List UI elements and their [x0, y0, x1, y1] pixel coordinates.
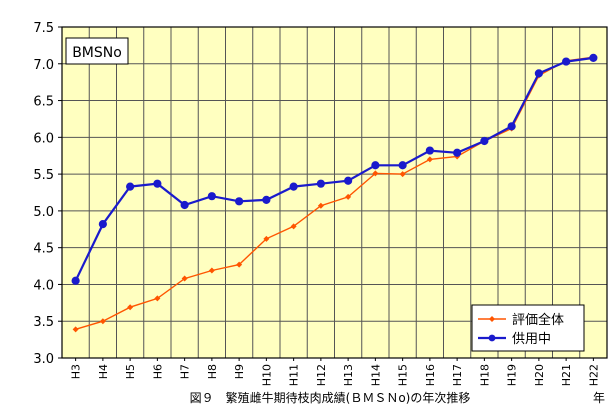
data-point [317, 202, 324, 209]
x-axis-label: 年 [593, 391, 605, 405]
data-point [153, 179, 162, 188]
y-tick-label: 6.5 [33, 95, 54, 110]
inset-label-box [65, 37, 129, 65]
x-tick-label: H4 [97, 364, 110, 379]
x-tick-label: H11 [288, 364, 301, 386]
chart-caption: 図９ 繁殖雌牛期待枝肉成績(ＢＭＳＮo)の年次推移 [190, 390, 471, 405]
y-tick-label: 4.0 [33, 278, 54, 293]
y-tick-label: 6.0 [33, 131, 54, 146]
data-point [181, 275, 188, 282]
data-point [426, 156, 433, 163]
data-point [289, 182, 298, 191]
legend-label: 供用中 [512, 332, 551, 347]
y-tick-label: 5.0 [33, 205, 54, 220]
data-point [399, 171, 406, 178]
y-tick-label: 3.5 [33, 315, 54, 330]
x-tick-label: H15 [397, 364, 410, 386]
plot-frame [61, 26, 608, 359]
y-tick-label: 5.5 [33, 168, 54, 183]
data-point [345, 193, 352, 200]
data-point [398, 161, 407, 170]
data-point [154, 295, 161, 302]
x-tick-label: H20 [533, 364, 546, 386]
x-tick-label: H12 [315, 364, 328, 386]
data-point [208, 267, 215, 274]
data-point [453, 148, 462, 157]
data-point [290, 223, 297, 230]
y-tick-label: 7.5 [33, 21, 54, 36]
x-tick-label: H17 [451, 364, 464, 386]
data-point [425, 146, 434, 155]
data-point [262, 195, 271, 204]
x-tick-label: H18 [478, 364, 491, 386]
x-tick-label: H13 [342, 364, 355, 386]
x-tick-label: H6 [151, 364, 164, 379]
x-tick-label: H10 [260, 364, 273, 386]
data-point [207, 192, 216, 201]
data-point [235, 197, 244, 206]
y-tick-label: 3.0 [33, 352, 54, 367]
x-tick-label: H22 [587, 364, 600, 386]
data-point [480, 136, 489, 146]
data-point [71, 276, 80, 285]
series-line [74, 56, 594, 282]
legend-label: 評価全体 [512, 312, 564, 328]
y-tick-label: 7.0 [33, 58, 54, 73]
legend-swatch-marker [488, 334, 496, 342]
data-point [589, 53, 598, 62]
data-point [344, 176, 353, 185]
x-tick-label: H9 [233, 364, 246, 379]
data-point [180, 200, 189, 210]
data-point [72, 326, 79, 333]
x-tick-label: H14 [369, 364, 382, 386]
x-tick-label: H16 [424, 364, 437, 386]
y-tick-label: 4.5 [33, 242, 54, 257]
data-point [316, 179, 325, 188]
x-tick-label: H8 [206, 364, 219, 379]
data-point [371, 161, 380, 170]
legend-box [471, 304, 585, 352]
data-point [127, 304, 134, 311]
data-point [507, 122, 516, 131]
x-tick-label: H5 [124, 364, 137, 379]
inset-label: BMSNo [72, 45, 122, 61]
data-point [534, 69, 543, 78]
data-point [562, 57, 571, 66]
legend-swatch-marker [489, 316, 495, 322]
data-point [263, 235, 270, 242]
data-point [98, 220, 107, 229]
data-point [372, 170, 379, 177]
x-tick-label: H19 [506, 364, 519, 386]
x-tick-label: H7 [179, 364, 192, 379]
x-tick-label: H3 [70, 364, 83, 379]
data-point [99, 318, 106, 325]
series-group [71, 53, 598, 285]
data-point [126, 182, 135, 191]
data-point [236, 261, 243, 268]
series-line [75, 56, 594, 330]
x-tick-label: H21 [560, 364, 573, 386]
